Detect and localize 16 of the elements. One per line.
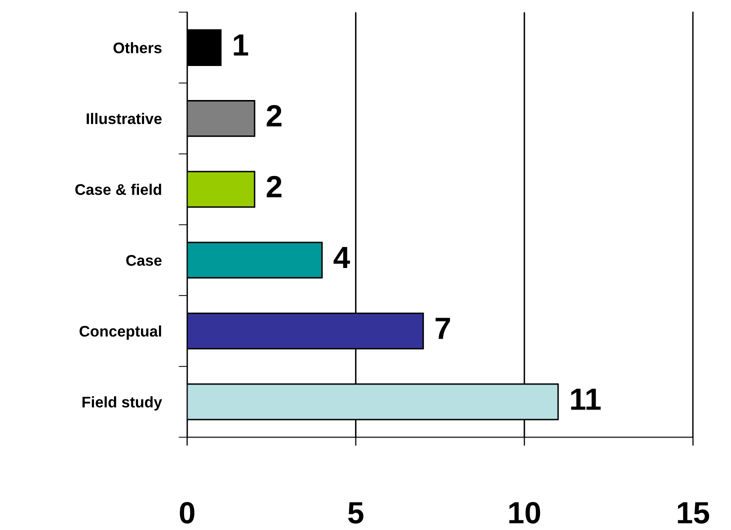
y-tick-label: Conceptual (80, 325, 162, 340)
x-tick-label: 0 (180, 502, 194, 524)
data-label: 4 (334, 247, 350, 268)
data-label: 7 (436, 318, 450, 339)
data-label: 2 (266, 105, 282, 126)
y-tick-label: Case (126, 255, 162, 266)
y-tick-label: Others (114, 42, 162, 54)
y-tick-label: Field study (82, 396, 162, 411)
x-tick-label: 5 (348, 502, 364, 524)
data-label: 2 (266, 176, 282, 198)
y-tick-label: Case & field (75, 184, 162, 195)
data-label: 1 (234, 34, 248, 56)
x-tick-label: 10 (509, 502, 540, 524)
y-tick-label: Illustrative (86, 112, 162, 124)
x-tick-label: 15 (678, 502, 710, 524)
data-label: 11 (571, 388, 601, 410)
